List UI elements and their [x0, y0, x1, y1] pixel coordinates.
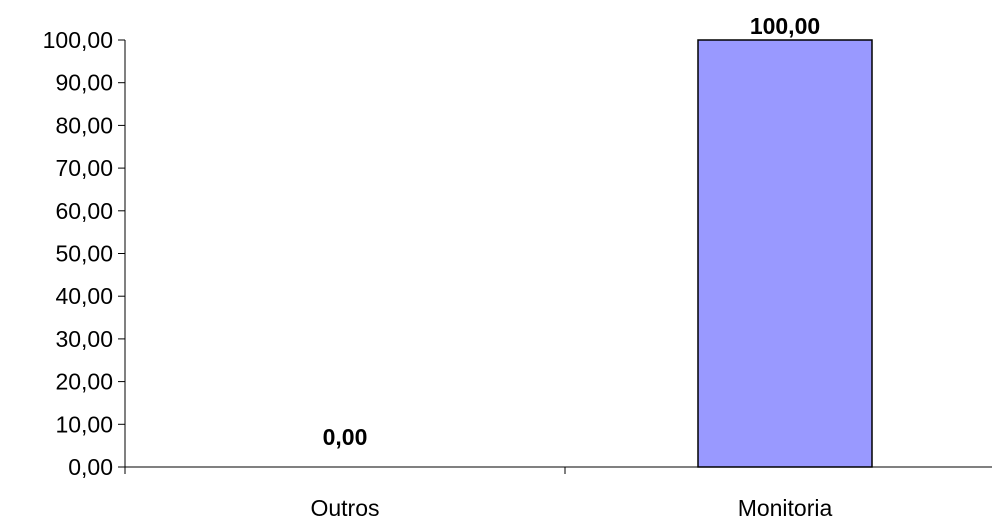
- data-labels: 0,00 100,00: [323, 13, 821, 450]
- y-tick-label: 20,00: [55, 369, 113, 395]
- bars: [697, 39, 873, 468]
- y-tick-label: 10,00: [55, 411, 113, 437]
- x-category-label: Monitoria: [738, 495, 833, 521]
- bar: [697, 39, 873, 468]
- x-category-label: Outros: [310, 495, 379, 521]
- y-tick-label: 90,00: [55, 70, 113, 96]
- y-tick-label: 80,00: [55, 112, 113, 138]
- y-tick-label: 30,00: [55, 326, 113, 352]
- y-tick-label: 70,00: [55, 155, 113, 181]
- y-tick-label: 50,00: [55, 241, 113, 267]
- data-label: 0,00: [323, 424, 368, 450]
- y-axis-ticks: 0,00 10,00 20,00 30,00 40,00 50,00 60,00 70,00 8…: [43, 27, 125, 480]
- y-tick-label: 0,00: [68, 454, 113, 480]
- x-axis-labels: Outros Monitoria: [310, 495, 832, 521]
- y-tick-label: 60,00: [55, 198, 113, 224]
- data-label: 100,00: [750, 13, 820, 39]
- y-tick-label: 100,00: [43, 27, 113, 53]
- axes: [124, 40, 992, 474]
- y-tick-label: 40,00: [55, 283, 113, 309]
